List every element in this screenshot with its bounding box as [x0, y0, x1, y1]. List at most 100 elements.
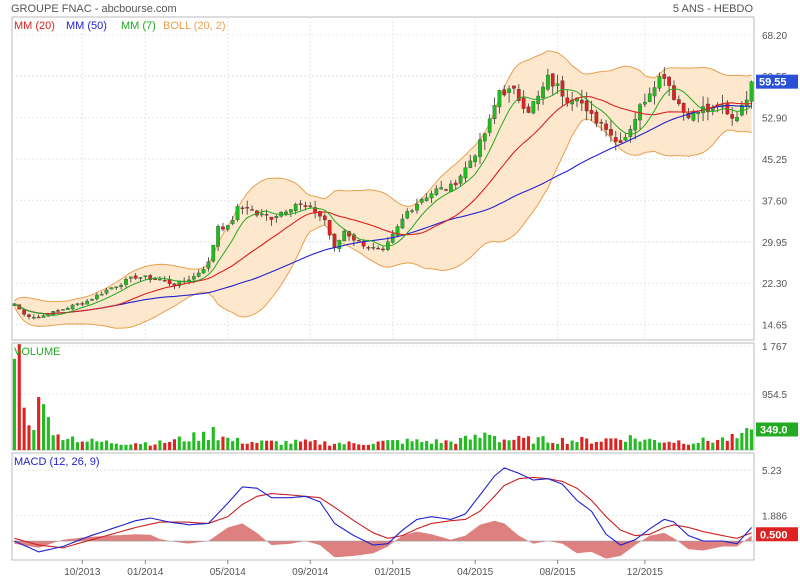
volume-bar: [124, 444, 128, 450]
legend-item: MM (50): [66, 20, 107, 32]
volume-bar: [46, 417, 50, 450]
last-macd-label: 0.500: [760, 529, 788, 541]
candle: [27, 314, 31, 317]
volume-bar: [395, 440, 400, 450]
macd-line: [14, 467, 753, 553]
volume-bar: [299, 441, 303, 450]
volume-bar: [488, 434, 492, 450]
candle: [434, 188, 439, 195]
volume-bar: [245, 443, 249, 450]
candle: [735, 117, 739, 122]
volume-bar: [71, 436, 75, 450]
mm50-line: [14, 105, 752, 315]
volume-bar: [109, 443, 113, 450]
volume-bar: [279, 444, 283, 450]
candle: [138, 277, 143, 279]
candle: [512, 85, 516, 89]
volume-bar: [589, 443, 594, 450]
volume-bar: [269, 440, 274, 450]
candle: [546, 74, 550, 90]
candle: [696, 112, 701, 115]
volume-bar: [187, 441, 191, 450]
volume-bar: [95, 441, 99, 450]
volume-bar: [260, 440, 264, 450]
price-tick-label: 37.60: [762, 196, 787, 207]
candle: [192, 276, 196, 280]
candle: [613, 137, 618, 142]
volume-bar: [628, 435, 632, 450]
price-tick-label: 29.95: [762, 238, 787, 249]
candle: [269, 216, 274, 220]
volume-bar: [667, 441, 671, 450]
candle: [730, 114, 735, 119]
volume-bar: [638, 441, 642, 450]
legend-item: MM (20): [14, 20, 55, 32]
volume-bar: [206, 439, 210, 450]
candle: [609, 128, 613, 136]
macd-histogram: [14, 520, 752, 559]
candle: [196, 272, 201, 277]
candle: [376, 247, 380, 250]
volume-bar: [51, 435, 55, 450]
volume-bar: [415, 439, 419, 450]
candle: [114, 286, 119, 288]
volume-bar: [444, 440, 448, 450]
candle: [502, 89, 507, 96]
last-price-badge: [756, 74, 798, 89]
volume-bar: [337, 442, 341, 450]
volume-bar: [294, 439, 298, 450]
candle: [463, 167, 468, 179]
volume-bar: [570, 440, 574, 450]
candle: [327, 220, 332, 236]
x-tick-label: 10/2013: [64, 567, 101, 578]
volume-bar: [66, 439, 70, 450]
volume-bar: [27, 425, 31, 450]
candle: [652, 87, 657, 97]
volume-bar: [560, 437, 564, 450]
candle: [604, 123, 608, 130]
volume-bar: [609, 438, 613, 450]
volume-bar: [425, 441, 429, 450]
candle: [85, 300, 90, 305]
volume-bar: [459, 438, 463, 450]
candle: [31, 317, 36, 319]
volume-bar: [17, 344, 21, 450]
bollinger-lower: [13, 118, 752, 329]
candle: [264, 214, 269, 216]
candle: [206, 261, 211, 269]
volume-bar: [730, 433, 734, 450]
volume-bar: [172, 439, 177, 450]
volume-bar: [318, 444, 322, 450]
volume-bar: [686, 444, 691, 450]
volume-bar: [740, 432, 744, 450]
candle: [623, 137, 628, 141]
candle: [633, 118, 638, 131]
macd-signal-line: [14, 476, 752, 549]
volume-bar: [148, 445, 152, 450]
bollinger-band: [14, 50, 752, 329]
legend-item: MM (7): [121, 20, 156, 32]
volume-bar: [328, 445, 332, 450]
candle: [36, 316, 41, 319]
candle: [95, 294, 99, 300]
volume-bar: [303, 439, 307, 450]
candle: [507, 88, 511, 93]
price-tick-label: 68.20: [762, 31, 787, 42]
volume-bar: [478, 437, 482, 450]
volume-bar: [80, 441, 84, 450]
candle: [22, 309, 26, 315]
x-tick-label: 05/2014: [210, 567, 247, 578]
candle: [322, 215, 327, 221]
last-price-label: 59.55: [759, 77, 787, 89]
volume-bar: [352, 443, 356, 450]
candle: [531, 101, 536, 114]
volume-bar: [653, 440, 657, 450]
volume-bar: [473, 434, 477, 450]
volume-bar: [289, 443, 293, 450]
candle: [676, 99, 681, 104]
x-tick-label: 04/2015: [457, 567, 494, 578]
volume-bar: [61, 440, 65, 450]
volume-bar: [720, 437, 725, 450]
volume-bar: [517, 435, 521, 450]
last-volume-badge: [756, 422, 798, 437]
